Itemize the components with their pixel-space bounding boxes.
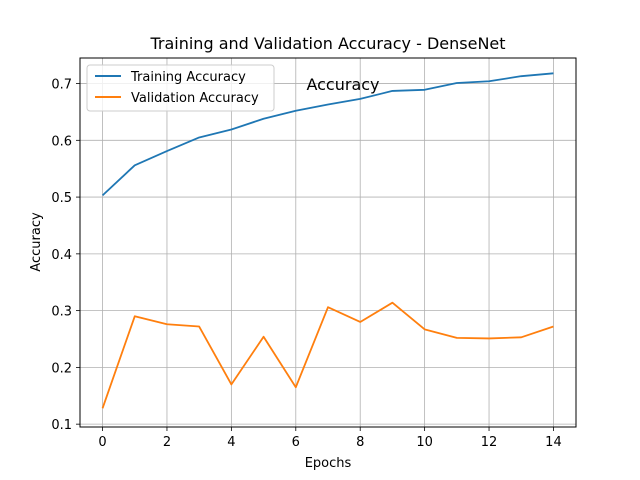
series-layer — [101, 72, 554, 409]
chart-annotation: Accuracy — [306, 75, 379, 94]
chart-title: Training and Validation Accuracy - Dense… — [149, 34, 505, 53]
plot-frame — [79, 57, 577, 428]
series-line-validation — [101, 301, 554, 409]
x-tick-label: 2 — [163, 435, 171, 450]
x-tick-label: 10 — [416, 435, 433, 450]
y-tick-label: 0.3 — [51, 305, 72, 320]
x-tick-label: 8 — [356, 435, 364, 450]
y-tick-label: 0.2 — [51, 361, 72, 376]
y-axis: 0.1 0.2 0.3 0.4 0.5 0.6 0.7 — [51, 78, 80, 433]
x-tick-label: 14 — [545, 435, 562, 450]
legend: Training Accuracy Validation Accuracy — [86, 64, 275, 112]
y-tick-label: 0.6 — [51, 134, 72, 149]
y-tick-label: 0.5 — [51, 191, 72, 206]
x-tick-label: 0 — [98, 435, 106, 450]
legend-label-training: Training Accuracy — [130, 70, 246, 85]
y-axis-label: Accuracy — [29, 212, 44, 272]
x-tick-label: 4 — [227, 435, 235, 450]
grid-lines — [80, 58, 576, 427]
x-tick-label: 12 — [481, 435, 498, 450]
legend-box — [86, 64, 275, 112]
y-tick-label: 0.1 — [51, 418, 72, 433]
x-tick-label: 6 — [292, 435, 300, 450]
series-line-training — [101, 72, 554, 197]
y-tick-label: 0.7 — [51, 78, 72, 93]
x-axis: 0 2 4 6 8 10 12 14 — [98, 427, 562, 450]
x-axis-label: Epochs — [305, 456, 352, 471]
legend-label-validation: Validation Accuracy — [131, 91, 259, 106]
y-tick-label: 0.4 — [51, 248, 72, 263]
